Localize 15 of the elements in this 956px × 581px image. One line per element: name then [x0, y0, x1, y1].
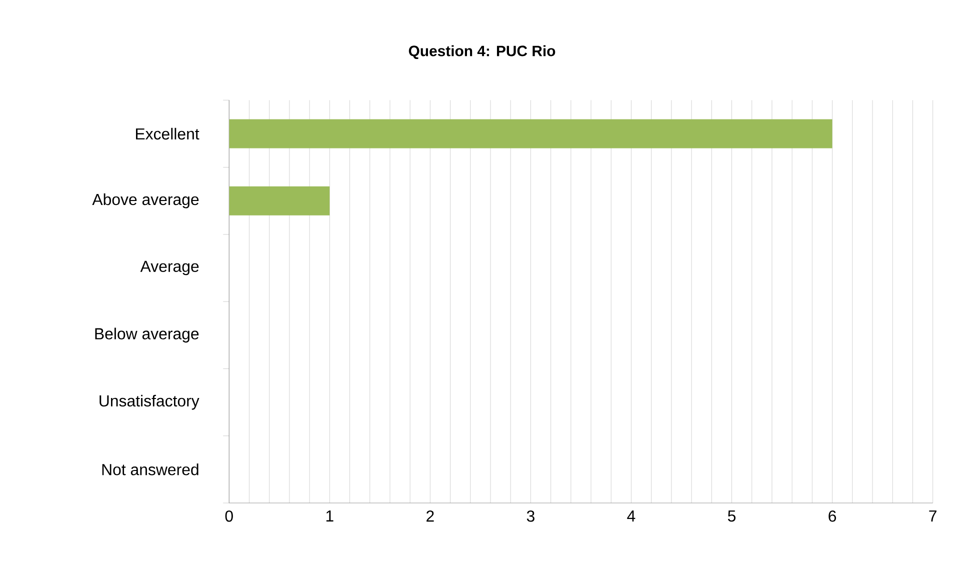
x-tick-label: 1 [326, 510, 334, 522]
x-tick-label: 2 [426, 510, 434, 522]
x-tick-label: 6 [828, 510, 836, 522]
x-tick-label: 5 [728, 510, 736, 522]
y-tick-label: Average [140, 260, 199, 276]
x-tick-label: 0 [225, 510, 233, 522]
y-tick-label: Not answered [102, 464, 198, 476]
y-tick-label: Above average [92, 193, 199, 208]
y-tick-label: Below average [95, 328, 199, 342]
x-tick-label: 4 [627, 510, 636, 522]
x-tick-label: 7 [929, 510, 936, 522]
y-tick-label: Unsatisfactory [100, 394, 200, 410]
y-tick-label: Excellent [136, 128, 200, 140]
chart-title: Question 4: PUC Rio [408, 45, 556, 59]
x-tick-label: 3 [526, 510, 534, 522]
